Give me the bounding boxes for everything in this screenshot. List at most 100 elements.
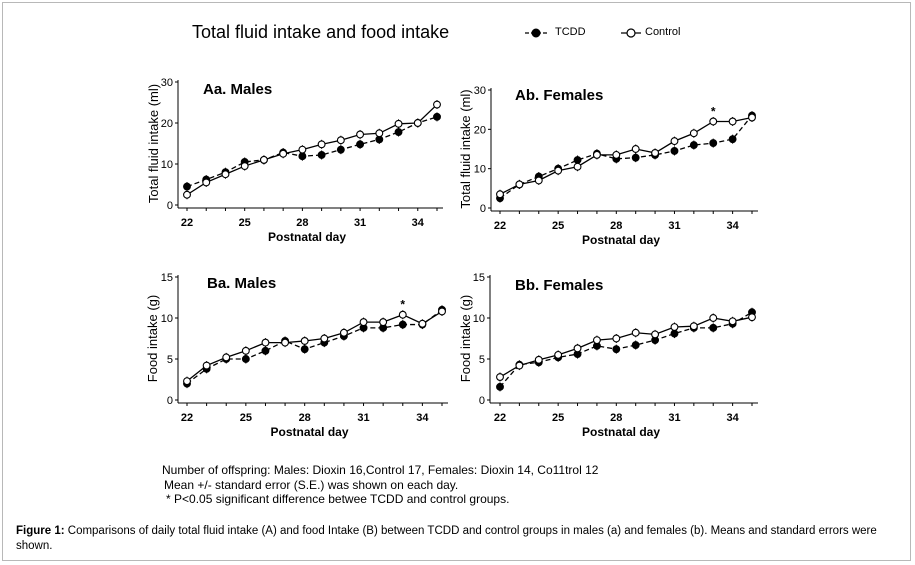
- ab-x-tick-label: 31: [668, 220, 680, 232]
- ba-control-point: [261, 338, 270, 347]
- bb-tcdd-point: [496, 382, 504, 391]
- aa-control-point: [356, 130, 365, 139]
- aa-y-tick-label: 20: [161, 118, 173, 130]
- ab-control-point: [554, 166, 563, 175]
- bb-control-point: [651, 330, 660, 339]
- bb-tcdd-point: [631, 341, 640, 350]
- ba-panel-title: Ba. Males: [207, 275, 276, 292]
- ab-control-point: [612, 150, 621, 159]
- aa-y-tick-label: 0: [167, 200, 173, 212]
- ba-control-point: [281, 338, 290, 347]
- aa-control-point: [240, 162, 249, 171]
- bb-control-point: [748, 313, 756, 322]
- aa-tcdd-point: [317, 151, 326, 159]
- ab-y-tick-label: 0: [480, 203, 486, 215]
- ab-tcdd-point: [689, 141, 698, 150]
- aa-control-point: [202, 178, 211, 187]
- aa-x-tick-label: 28: [296, 217, 308, 229]
- aa-tcdd-point: [356, 140, 365, 149]
- bb-x-tick-label: 34: [726, 412, 739, 424]
- ab-tcdd-point: [709, 139, 718, 148]
- bb-panel-title: Bb. Females: [515, 277, 603, 294]
- aa-tcdd-point: [183, 182, 191, 191]
- aa-panel-title: Aa. Males: [203, 81, 272, 98]
- ab-y-axis-label: Total fluid intake (ml): [458, 89, 473, 208]
- bb-control-point: [496, 373, 504, 381]
- ba-x-tick-label: 34: [416, 412, 429, 424]
- ab-x-tick-label: 34: [726, 220, 739, 232]
- ab-control-point: [496, 190, 504, 199]
- ba-control-point: [379, 318, 388, 327]
- legend: TCDD Control: [523, 24, 723, 44]
- ba-control-point: [183, 377, 191, 386]
- caption-label: Figure 1:: [16, 525, 65, 537]
- bb-y-axis-label: Food intake (g): [458, 295, 473, 382]
- ba-control-point: [202, 361, 211, 370]
- ba-y-tick-label: 15: [161, 272, 173, 284]
- aa-x-tick-label: 34: [412, 217, 425, 229]
- ab-control-point: [670, 137, 679, 146]
- ba-x-tick-label: 25: [240, 412, 252, 424]
- ab-panel-title: Ab. Females: [515, 87, 603, 104]
- aa-control-point: [317, 140, 326, 149]
- aa-y-tick-label: 10: [161, 159, 173, 171]
- ba-control-point: [339, 328, 348, 337]
- ba-x-tick-label: 22: [181, 412, 193, 424]
- legend-control-label: Control: [645, 26, 681, 38]
- ba-y-tick-label: 10: [161, 313, 173, 325]
- ab-tcdd-point: [670, 147, 679, 155]
- aa-tcdd-point: [336, 145, 345, 154]
- note-significance: * P<0.05 significant difference betwee T…: [166, 492, 510, 506]
- ab-significance-marker: *: [711, 104, 716, 118]
- ba-control-point: [320, 334, 329, 343]
- figure-title: Total fluid intake and food intake: [192, 22, 450, 42]
- aa-control-point: [259, 155, 268, 164]
- aa-x-tick-label: 31: [354, 217, 366, 229]
- aa-control-point: [221, 170, 230, 179]
- ba-control-point: [300, 337, 309, 345]
- bb-y-tick-label: 0: [479, 395, 485, 407]
- bb-control-point: [534, 355, 543, 364]
- aa-y-tick-label: 30: [161, 77, 173, 89]
- legend-tcdd-marker: [531, 28, 541, 38]
- caption-text: Comparisons of daily total fluid intake …: [16, 525, 877, 552]
- ab-y-tick-label: 10: [474, 164, 486, 176]
- ab-control-point: [515, 180, 524, 189]
- bb-control-point: [670, 323, 679, 331]
- aa-control-point: [375, 129, 384, 138]
- ab-control-point: [748, 113, 756, 122]
- ba-x-tick-label: 28: [299, 412, 311, 424]
- ba-x-axis-label: Postnatal day: [270, 425, 348, 439]
- ba-control-point: [398, 310, 407, 319]
- ab-control-point: [631, 145, 640, 153]
- ba-tcdd-point: [261, 346, 270, 355]
- aa-control-point: [279, 149, 288, 158]
- aa-control-point: [298, 145, 307, 154]
- bb-y-tick-label: 10: [473, 313, 485, 325]
- legend-tcdd-label: TCDD: [555, 26, 586, 38]
- legend-markers: [525, 28, 641, 38]
- ab-x-axis-label: Postnatal day: [582, 233, 660, 247]
- ba-y-tick-label: 0: [167, 395, 173, 407]
- bb-x-axis-label: Postnatal day: [582, 425, 660, 439]
- ba-y-tick-label: 5: [167, 354, 173, 366]
- ba-x-tick-label: 31: [357, 412, 369, 424]
- bb-tcdd-point: [709, 323, 718, 332]
- ba-y-axis-label: Food intake (g): [145, 295, 160, 382]
- aa-y-axis-label: Total fluid intake (ml): [146, 84, 161, 203]
- bb-control-point: [573, 344, 582, 353]
- ab-y-tick-label: 30: [474, 85, 486, 97]
- bb-tcdd-line: [499, 311, 753, 388]
- ba-tcdd-point: [241, 355, 250, 363]
- aa-control-point: [433, 100, 441, 109]
- bb-control-point: [728, 317, 737, 326]
- note-offspring-count: Number of offspring: Males: Dioxin 16,Co…: [162, 463, 599, 477]
- ba-control-point: [418, 319, 427, 328]
- bb-x-tick-label: 28: [610, 412, 622, 424]
- bb-control-point: [592, 336, 601, 345]
- ba-control-point: [438, 307, 446, 316]
- ba-control-point: [222, 353, 231, 362]
